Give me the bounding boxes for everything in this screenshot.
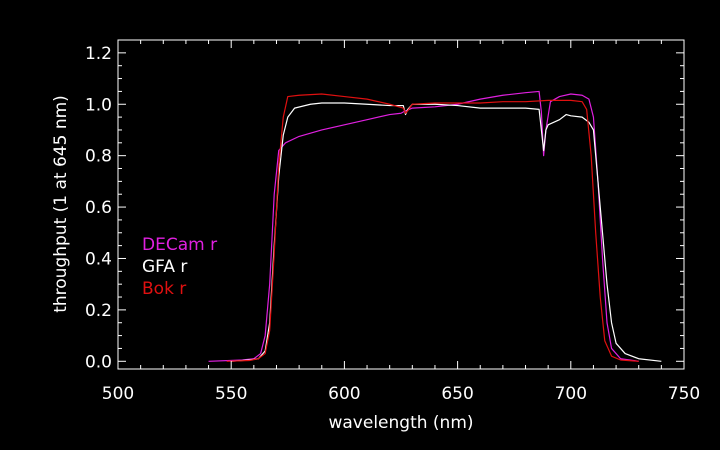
y-tick-label: 1.2 <box>85 44 112 64</box>
plot-frame <box>117 39 685 370</box>
plot-border <box>117 39 685 370</box>
legend-entry: Bok r <box>142 279 186 299</box>
y-tick-label: 0.0 <box>85 352 112 372</box>
y-tick-label: 0.6 <box>85 198 112 218</box>
x-tick-label: 700 <box>555 384 587 404</box>
series-line-bok-r <box>226 93 639 362</box>
legend-entry: DECam r <box>142 235 217 255</box>
series-line-decam-r <box>208 90 639 362</box>
x-tick-label: 750 <box>668 384 700 404</box>
y-tick-label: 0.4 <box>85 249 112 269</box>
series-layer <box>208 90 662 362</box>
y-tick-label: 1.0 <box>85 95 112 115</box>
y-tick-label: 0.8 <box>85 147 112 167</box>
legend-entry: GFA r <box>142 257 187 277</box>
y-tick-label: 0.2 <box>85 301 112 321</box>
x-tick-label: 650 <box>441 384 473 404</box>
x-tick-label: 550 <box>215 384 247 404</box>
x-tick-label: 500 <box>102 384 134 404</box>
x-axis: 500 550 600 650 700 750 <box>102 40 700 404</box>
x-tick-label: 600 <box>328 384 360 404</box>
y-axis-label: throughput (1 at 645 nm) <box>51 95 71 313</box>
x-axis-label: wavelength (nm) <box>328 413 473 433</box>
series-line-gfa-r <box>231 102 662 362</box>
y-axis: 0.0 0.2 0.4 0.6 0.8 1.0 1.2 <box>85 44 684 372</box>
